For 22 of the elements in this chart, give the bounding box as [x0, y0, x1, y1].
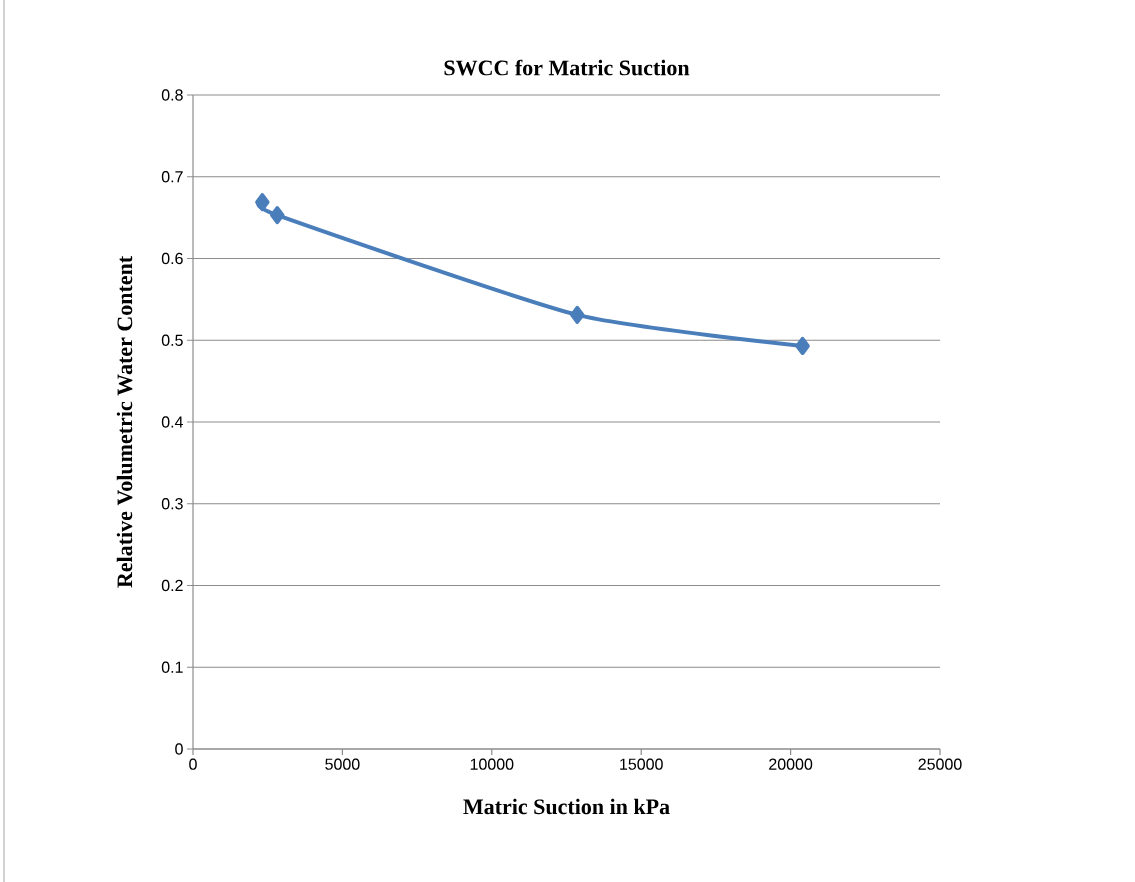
point [570, 305, 585, 324]
y-tick-label: 0.1 [161, 661, 183, 673]
point [255, 193, 270, 212]
y-tick-label: 0.7 [161, 171, 183, 183]
y-tick-label: 0.3 [161, 498, 183, 510]
x-tick-label: 20000 [769, 758, 813, 770]
y-tick-label: 0.2 [161, 579, 183, 592]
x-tick-label: 5000 [325, 758, 360, 770]
x-tick-label: 10000 [470, 758, 514, 770]
x-tick-label: 0 [189, 758, 197, 770]
x-tick-label: 15000 [620, 758, 663, 770]
chart-title: SWCC for Matric Suction [444, 59, 690, 76]
x-tick-label: 25000 [918, 758, 962, 770]
point [795, 336, 810, 355]
y-tick-label: 0.8 [161, 89, 183, 101]
point [270, 206, 285, 225]
y-tick-label: 0.6 [161, 252, 183, 265]
x-axis-title: Matric Suction in kPa [463, 798, 670, 815]
y-axis-title: Relative Volumetric Water Content [116, 255, 133, 588]
y-tick-label: 0 [175, 743, 183, 755]
y-tick-label: 0.4 [161, 416, 183, 428]
y-tick-label: 0.5 [161, 334, 183, 346]
